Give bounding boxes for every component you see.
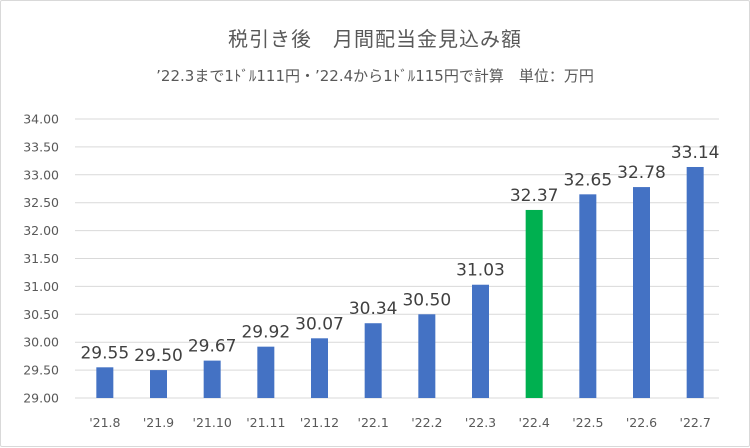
x-tick-label: '22.2 xyxy=(411,415,442,430)
chart-title: 税引き後 月間配当金見込み額 xyxy=(228,27,522,51)
data-label: 29.50 xyxy=(134,346,183,366)
data-label: 29.67 xyxy=(188,337,237,357)
bar xyxy=(525,209,543,398)
bar xyxy=(579,194,597,398)
bar xyxy=(686,166,704,398)
data-label: 29.92 xyxy=(241,323,290,343)
x-tick-label: '22.5 xyxy=(572,415,603,430)
x-tick-label: '22.1 xyxy=(358,415,389,430)
chart-subtitle: ’22.3まで1ﾄﾞﾙ111円・’22.4から1ﾄﾞﾙ115円で計算 単位：万円 xyxy=(156,67,594,85)
x-tick-label: '22.6 xyxy=(626,415,657,430)
data-label: 32.65 xyxy=(563,170,612,190)
y-tick-label: 30.00 xyxy=(23,335,59,350)
data-label: 32.78 xyxy=(617,163,666,183)
data-label: 31.03 xyxy=(456,261,505,281)
x-tick-label: '22.4 xyxy=(519,415,550,430)
y-tick-label: 29.00 xyxy=(23,391,59,406)
data-label: 33.14 xyxy=(671,143,720,163)
data-label: 30.07 xyxy=(295,314,344,334)
y-tick-label: 33.00 xyxy=(23,167,59,182)
data-label: 30.34 xyxy=(349,299,398,319)
x-tick-label: '21.12 xyxy=(300,415,339,430)
bar xyxy=(633,187,650,398)
x-tick-label: '22.3 xyxy=(465,415,496,430)
y-tick-label: 33.50 xyxy=(23,139,59,154)
x-tick-label: '21.9 xyxy=(143,415,174,430)
bar xyxy=(96,367,114,398)
y-tick-label: 32.50 xyxy=(23,195,59,210)
y-tick-label: 31.00 xyxy=(23,279,59,294)
bar xyxy=(150,370,167,398)
bar xyxy=(472,284,489,398)
bar xyxy=(418,314,436,398)
bar xyxy=(203,360,221,398)
data-label: 30.50 xyxy=(402,290,451,310)
y-tick-label: 31.50 xyxy=(23,251,59,266)
data-label: 29.55 xyxy=(80,343,129,363)
bar xyxy=(364,323,382,398)
data-label: 32.37 xyxy=(510,186,559,206)
x-tick-label: '21.11 xyxy=(246,415,285,430)
y-tick-label: 30.50 xyxy=(23,307,59,322)
x-tick-label: '21.10 xyxy=(193,415,232,430)
x-tick-label: '21.8 xyxy=(89,415,120,430)
y-tick-label: 34.00 xyxy=(23,112,59,127)
bar xyxy=(311,338,328,398)
y-tick-label: 32.00 xyxy=(23,223,59,238)
y-tick-label: 29.50 xyxy=(23,363,59,378)
bar xyxy=(257,346,275,398)
x-tick-label: '22.7 xyxy=(680,415,711,430)
